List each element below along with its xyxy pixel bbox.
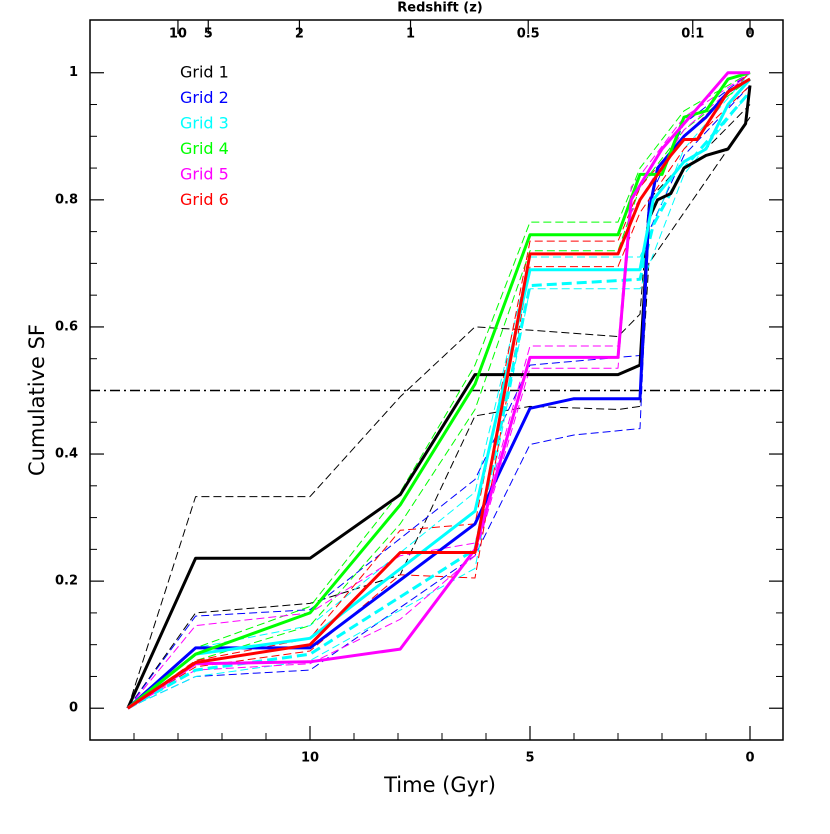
y-tick-label: 0.4 (55, 447, 78, 462)
y-tick-label: 1 (69, 65, 78, 80)
legend-entry: Grid 6 (180, 190, 229, 209)
series-line (126, 77, 751, 710)
series-line (127, 72, 751, 709)
series-line (127, 72, 751, 709)
x2-tick-label: 2 (295, 27, 304, 42)
plot-frame (89, 19, 784, 741)
x2-tick-label: 0 (745, 27, 754, 42)
y-axis-label: Cumulative SF (25, 324, 49, 476)
series-line (126, 71, 750, 710)
x2-tick-label: 10 (169, 27, 187, 42)
series-line (127, 78, 751, 709)
legend-entry: Grid 1 (180, 63, 229, 82)
y-tick-label: 0.6 (55, 319, 78, 334)
x2-axis-label: Redshift (z) (397, 1, 482, 16)
x-tick-label: 5 (525, 751, 534, 766)
y-tick-label: 0.8 (55, 192, 78, 207)
series-line (127, 91, 751, 709)
series-line (126, 71, 751, 710)
x-axis-label: Time (Gyr) (383, 773, 496, 797)
x2-tick-label: 0.1 (681, 27, 704, 42)
legend-entry: Grid 3 (180, 114, 229, 133)
series-line (127, 116, 751, 709)
y-tick-label: 0.2 (55, 574, 78, 589)
series-line (126, 78, 752, 710)
x2-tick-label: 0.5 (517, 27, 540, 42)
x2-tick-label: 1 (406, 27, 415, 42)
y-tick-label: 0 (69, 701, 78, 716)
x-tick-label: 10 (301, 751, 319, 766)
series-line (127, 85, 751, 709)
series-line (126, 77, 751, 710)
legend-entry: Grid 2 (180, 88, 229, 107)
series-line (127, 90, 752, 710)
x-tick-label: 0 (745, 751, 754, 766)
legend-entry: Grid 5 (180, 165, 229, 184)
x2-tick-label: 5 (204, 27, 213, 42)
legend-entry: Grid 4 (180, 139, 229, 158)
